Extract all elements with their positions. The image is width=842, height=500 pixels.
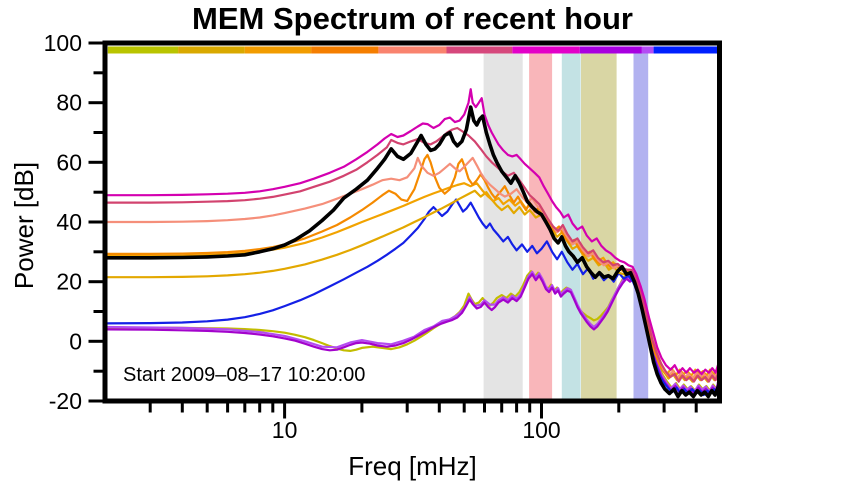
curve-goldenrod — [103, 189, 720, 383]
x-tick-label: 10 — [272, 417, 298, 443]
curve-purple — [103, 273, 720, 395]
band-gray — [483, 53, 523, 399]
y-tick-label: 100 — [44, 30, 82, 56]
freq-bar-segment-goldenrod — [178, 46, 245, 54]
curve-black — [103, 105, 721, 399]
curve-salmon — [103, 156, 720, 380]
freq-bar-segment-dark-orange — [311, 46, 379, 54]
y-tick-label: 80 — [56, 90, 82, 116]
curve-rose — [103, 126, 720, 383]
y-tick-label: 0 — [69, 328, 82, 354]
freq-bar-segment-purple — [579, 46, 642, 54]
freq-bar-segment-blue — [653, 46, 718, 54]
band-cyan — [561, 53, 581, 399]
band-pink — [529, 53, 553, 399]
freq-bar-segment-magenta — [512, 46, 580, 54]
freq-bar-segment-salmon — [378, 46, 447, 54]
x-axis-label: Freq [mHz] — [348, 451, 477, 481]
band-periwinkle — [633, 53, 649, 399]
curve-blue — [103, 198, 720, 397]
start-time-annotation: Start 2009–08–17 10:20:00 — [123, 364, 366, 386]
y-tick-label: -20 — [49, 388, 82, 414]
chart-title: MEM Spectrum of recent hour — [192, 1, 633, 36]
band-khaki — [581, 53, 617, 399]
freq-bar-segment-yellow-green — [107, 46, 179, 54]
y-tick-label: 20 — [56, 269, 82, 295]
x-tick-label: 100 — [522, 417, 560, 443]
curve-magenta — [103, 88, 720, 376]
freq-bar-segment-rose — [446, 46, 513, 54]
curve-dark-orange — [103, 153, 720, 380]
y-tick-label: 60 — [56, 149, 82, 175]
y-tick-label: 40 — [56, 209, 82, 235]
freq-bar-segment-violet — [641, 46, 654, 54]
plot-frame — [102, 40, 722, 404]
freq-bar-segment-orange — [244, 46, 312, 54]
